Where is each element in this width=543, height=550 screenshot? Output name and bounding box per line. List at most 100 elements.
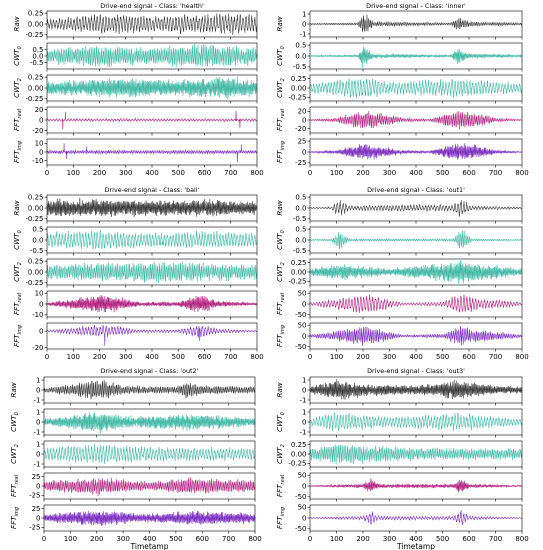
subplot-3: 50 0 -50 FFTreal — [275, 290, 523, 320]
y-tick-label: 0.25 — [291, 441, 307, 449]
x-axis-label: Timetamp — [130, 542, 169, 550]
y-axis-label-base: CWT — [275, 265, 284, 282]
y-tick-label: 0 — [302, 332, 306, 340]
chart-0: Drive-end signal - Class: 'health'0.250.… — [12, 2, 264, 177]
y-axis-label: FFTreal — [12, 108, 23, 131]
signal-line — [46, 261, 258, 284]
y-tick-label: 0.5 — [32, 226, 43, 234]
y-tick-label: 0.5 — [295, 194, 306, 202]
y-tick-label: 0 — [39, 328, 43, 336]
subplot-1: 0.5 0.0 -0.5 CWT0 — [275, 42, 523, 72]
y-axis-label-base: CWT — [12, 81, 21, 98]
y-axis-label-base: FFT — [12, 118, 21, 131]
signal-line — [43, 477, 256, 497]
x-tick-label: 200 — [356, 353, 369, 361]
y-tick-label: -10 — [32, 311, 43, 319]
signal-line — [46, 229, 258, 250]
y-tick-label: 0 — [36, 514, 40, 522]
x-tick-label: 0 — [308, 353, 312, 361]
x-tick-label: 500 — [436, 169, 449, 177]
signal-line — [46, 197, 258, 218]
y-tick-label: 1 — [36, 408, 40, 416]
y-tick-label: -50 — [295, 311, 306, 319]
subplot-2: 1 0 -1 CWT2 — [9, 440, 256, 470]
y-tick-label: 0.25 — [28, 74, 44, 82]
y-tick-label: 0 — [302, 386, 306, 394]
y-axis-label-subscript: 2 — [280, 262, 286, 265]
y-tick-label: 0 — [39, 116, 43, 124]
chart-5: Drive-end signal - Class: 'out3'10-1Raw1… — [275, 367, 529, 550]
y-tick-label: 0.25 — [28, 258, 44, 266]
y-axis-label: CWT2 — [275, 78, 286, 98]
y-axis-label: CWT2 — [9, 444, 20, 464]
y-axis-label-subscript: 2 — [280, 444, 286, 447]
y-axis-label: CWT2 — [275, 262, 286, 282]
subplot-3: 200-20 FFTreal — [275, 106, 523, 136]
x-tick-label: 500 — [172, 169, 185, 177]
y-axis-label: CWT0 — [12, 46, 23, 66]
y-axis-label-base: CWT — [275, 233, 284, 250]
signal-line — [46, 76, 258, 100]
y-tick-label: 50 — [298, 290, 307, 298]
y-tick-label: -0.25 — [25, 279, 43, 287]
x-tick-label: 700 — [489, 353, 502, 361]
y-tick-label: -50 — [295, 525, 306, 533]
signal-line — [43, 443, 256, 465]
y-tick-label: 1 — [302, 376, 306, 384]
y-tick-label: 0.00 — [291, 268, 307, 276]
x-axis-label: Timetamp — [396, 542, 435, 550]
y-tick-label: 0.0 — [32, 236, 43, 244]
y-axis-label-subscript: 2 — [17, 78, 23, 81]
y-tick-label: 0.5 — [32, 46, 43, 54]
y-axis-label-base: Raw — [275, 200, 284, 215]
y-axis-label-subscript: img — [14, 507, 20, 516]
y-tick-label: 50 — [298, 322, 307, 330]
y-axis-label-base: CWT — [12, 233, 21, 250]
y-axis-label: FFTimg — [275, 325, 286, 347]
x-tick-label: 700 — [222, 535, 235, 543]
signal-line — [309, 444, 523, 465]
x-tick-label: 600 — [462, 169, 475, 177]
plot-frame — [46, 322, 258, 350]
y-tick-label: 0 — [36, 450, 40, 458]
x-tick-label: 800 — [515, 535, 528, 543]
y-tick-label: 25 — [32, 505, 41, 513]
y-axis-label-base: FFT — [12, 334, 21, 347]
y-tick-label: -25 — [29, 524, 40, 532]
x-tick-label: 400 — [409, 535, 422, 543]
y-axis-label: CWT2 — [12, 262, 23, 282]
y-axis-label-base: FFT — [9, 484, 18, 497]
y-axis-label-base: FFT — [275, 150, 284, 163]
x-tick-label: 100 — [330, 353, 343, 361]
subplot-3: 250 -25 FFTreal — [9, 472, 256, 502]
x-tick-label: 300 — [383, 535, 396, 543]
subplot-0: 1 0 -1 Raw — [275, 376, 523, 406]
chart-3: Drive-end signal - Class: 'out1' 0.5 0.0 -0… — [275, 186, 529, 361]
y-axis-label-subscript: img — [17, 325, 23, 334]
signal-line — [309, 510, 523, 525]
x-tick-label: 200 — [90, 535, 103, 543]
y-tick-label: -20 — [32, 127, 43, 135]
y-tick-label: 0 — [39, 300, 43, 308]
y-axis-label: CWT2 — [12, 78, 23, 98]
y-tick-label: 20 — [298, 108, 307, 116]
y-axis-label: CWT0 — [12, 230, 23, 250]
x-tick-label: 600 — [198, 353, 211, 361]
x-tick-label: 800 — [250, 169, 263, 177]
y-tick-label: -1 — [34, 428, 41, 436]
y-axis-label-subscript: real — [14, 474, 20, 484]
x-tick-label: 700 — [489, 535, 502, 543]
y-tick-label: -0.25 — [288, 278, 306, 286]
signal-line — [309, 294, 523, 313]
y-tick-label: 0 — [302, 418, 306, 426]
x-tick-label: 600 — [198, 169, 211, 177]
y-tick-label: -0.25 — [25, 215, 43, 223]
x-tick-label: 700 — [489, 169, 502, 177]
y-tick-label: -0.5 — [293, 215, 307, 223]
x-tick-label: 200 — [356, 169, 369, 177]
y-axis-label-base: Raw — [9, 382, 18, 397]
